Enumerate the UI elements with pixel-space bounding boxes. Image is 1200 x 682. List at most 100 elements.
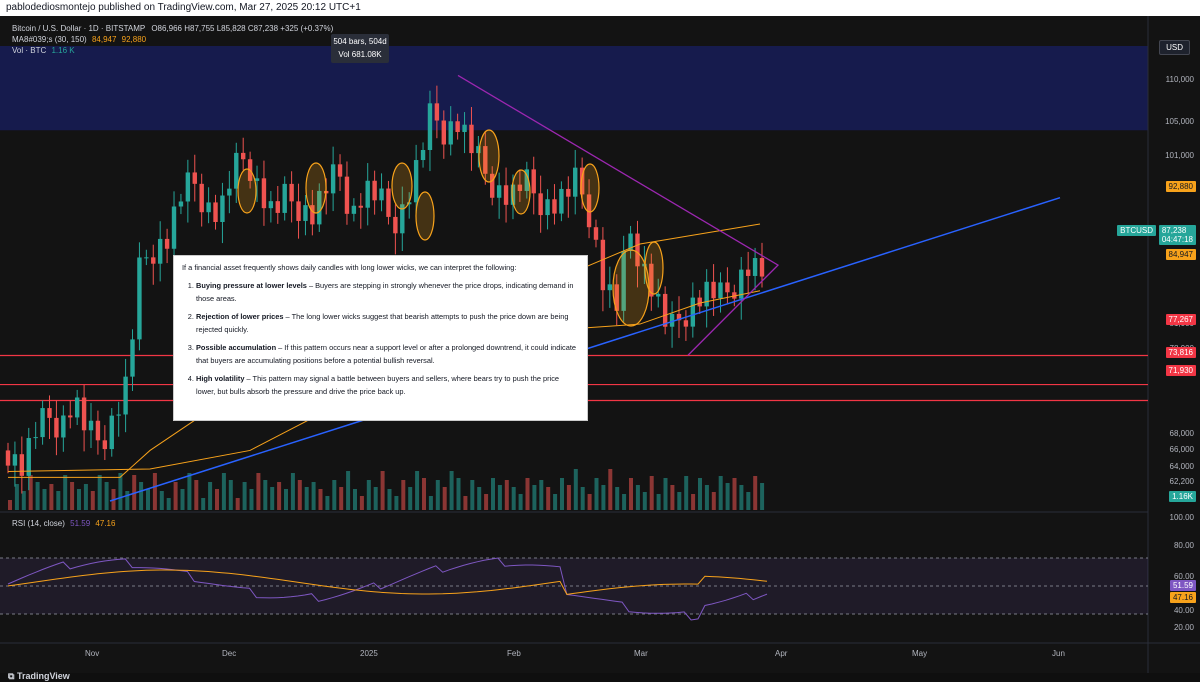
candle-body xyxy=(303,205,308,221)
crosshair-tooltip: 504 bars, 504d Vol 681.08K xyxy=(331,34,389,63)
candle-body xyxy=(573,167,578,197)
time-axis-label: Jun xyxy=(1052,649,1065,658)
volume-bar xyxy=(256,473,261,510)
volume-bar xyxy=(125,491,130,510)
volume-bar xyxy=(649,476,654,510)
volume-bar xyxy=(670,485,675,510)
volume-bar xyxy=(70,482,75,510)
candle-body xyxy=(88,420,94,431)
volume-bar xyxy=(201,498,206,510)
candle-body xyxy=(662,293,668,327)
candle-body xyxy=(690,297,696,327)
candle-body xyxy=(476,146,481,154)
volume-bar xyxy=(739,485,744,510)
candle-body xyxy=(268,201,274,209)
volume-bar xyxy=(221,473,226,510)
candle-body xyxy=(54,417,59,438)
volume-bar xyxy=(346,471,351,510)
candle-body xyxy=(752,258,758,276)
last-price-tag: 87,238 04:47:18 xyxy=(1158,225,1196,245)
volume-bar xyxy=(566,485,571,510)
volume-bar xyxy=(525,478,530,510)
candle-body xyxy=(704,281,709,307)
volume-bar xyxy=(208,482,213,510)
candle-body xyxy=(759,258,765,277)
volume-bar xyxy=(297,480,302,510)
currency-button[interactable]: USD xyxy=(1159,40,1190,55)
volume-bar xyxy=(642,492,647,510)
candle-body xyxy=(185,172,191,202)
candle-body xyxy=(614,284,619,311)
candle-body xyxy=(95,420,101,441)
candle-body xyxy=(676,313,682,321)
candle-body xyxy=(621,250,626,311)
volume-bar xyxy=(684,476,689,510)
candle-body xyxy=(524,169,530,191)
volume-bar xyxy=(587,494,592,510)
candle-body xyxy=(559,188,564,214)
candle-body xyxy=(531,169,536,194)
candle-body xyxy=(517,184,523,191)
volume-bar xyxy=(42,489,47,510)
candle-body xyxy=(130,339,135,377)
volume-bar xyxy=(732,478,737,510)
candle-body xyxy=(81,397,87,431)
time-axis-label: 2025 xyxy=(360,649,378,658)
candle-body xyxy=(40,408,45,438)
chart-area[interactable]: Bitcoin / U.S. Dollar · 1D · BITSTAMP O8… xyxy=(0,16,1200,681)
volume-bar xyxy=(470,480,475,510)
wick-highlight xyxy=(237,168,257,214)
volume-bar xyxy=(325,496,330,510)
price-axis-label: 64,000 xyxy=(1169,462,1194,472)
candle-body xyxy=(289,183,294,202)
price-axis-label: 110,000 xyxy=(1165,74,1194,84)
volume-bar xyxy=(332,480,337,510)
volume-bar xyxy=(49,484,54,510)
rsi-ma-tag: 47.16 xyxy=(1169,592,1196,603)
volume-bar xyxy=(304,487,309,510)
candle-body xyxy=(607,284,613,291)
volume-bar xyxy=(249,489,254,510)
price-axis-label: 66,000 xyxy=(1169,445,1194,455)
candle-body xyxy=(337,164,343,177)
candle-body xyxy=(510,184,516,205)
volume-bar xyxy=(608,469,613,510)
volume-bar xyxy=(428,496,433,510)
candle-body xyxy=(413,160,419,203)
volume-bar xyxy=(704,485,709,510)
volume-bar xyxy=(663,478,668,510)
volume-bar xyxy=(77,489,81,510)
candle-body xyxy=(427,103,433,151)
ohlc-values: O86,966 H87,755 L85,828 C87,238 +325 (+0… xyxy=(151,24,334,33)
price-axis-label: 101,000 xyxy=(1165,150,1194,160)
volume-bar xyxy=(615,487,620,510)
volume-bar xyxy=(83,484,88,510)
volume-bar xyxy=(104,482,109,510)
volume-bar xyxy=(56,491,61,510)
volume-bar xyxy=(187,473,192,510)
time-axis-label: Mar xyxy=(634,649,648,658)
volume-bar xyxy=(173,482,178,510)
candle-body xyxy=(310,205,315,225)
price-chart-svg[interactable] xyxy=(0,16,1200,673)
volume-bar xyxy=(422,478,426,510)
volume-bar xyxy=(711,492,716,510)
triangle-pattern xyxy=(457,74,780,356)
volume-bar xyxy=(477,487,482,510)
annotation-box: If a financial asset frequently shows da… xyxy=(173,255,588,421)
volume-bar xyxy=(560,478,564,510)
candle-body xyxy=(745,269,751,276)
volume-bar xyxy=(656,494,661,510)
volume-bar xyxy=(539,480,544,510)
candle-body xyxy=(642,263,647,267)
symbol-tag: BTCUSD xyxy=(1117,225,1156,236)
volume-bar xyxy=(228,480,233,510)
volume-bar xyxy=(166,498,171,510)
volume-bar xyxy=(504,480,509,510)
volume-bar xyxy=(380,471,385,510)
volume-bar xyxy=(511,487,516,510)
rsi-axis-label: 60.00 xyxy=(1173,572,1194,581)
annotation-item: High volatility – This pattern may signa… xyxy=(196,372,579,398)
candle-body xyxy=(351,205,357,214)
volume-bar xyxy=(594,478,599,510)
